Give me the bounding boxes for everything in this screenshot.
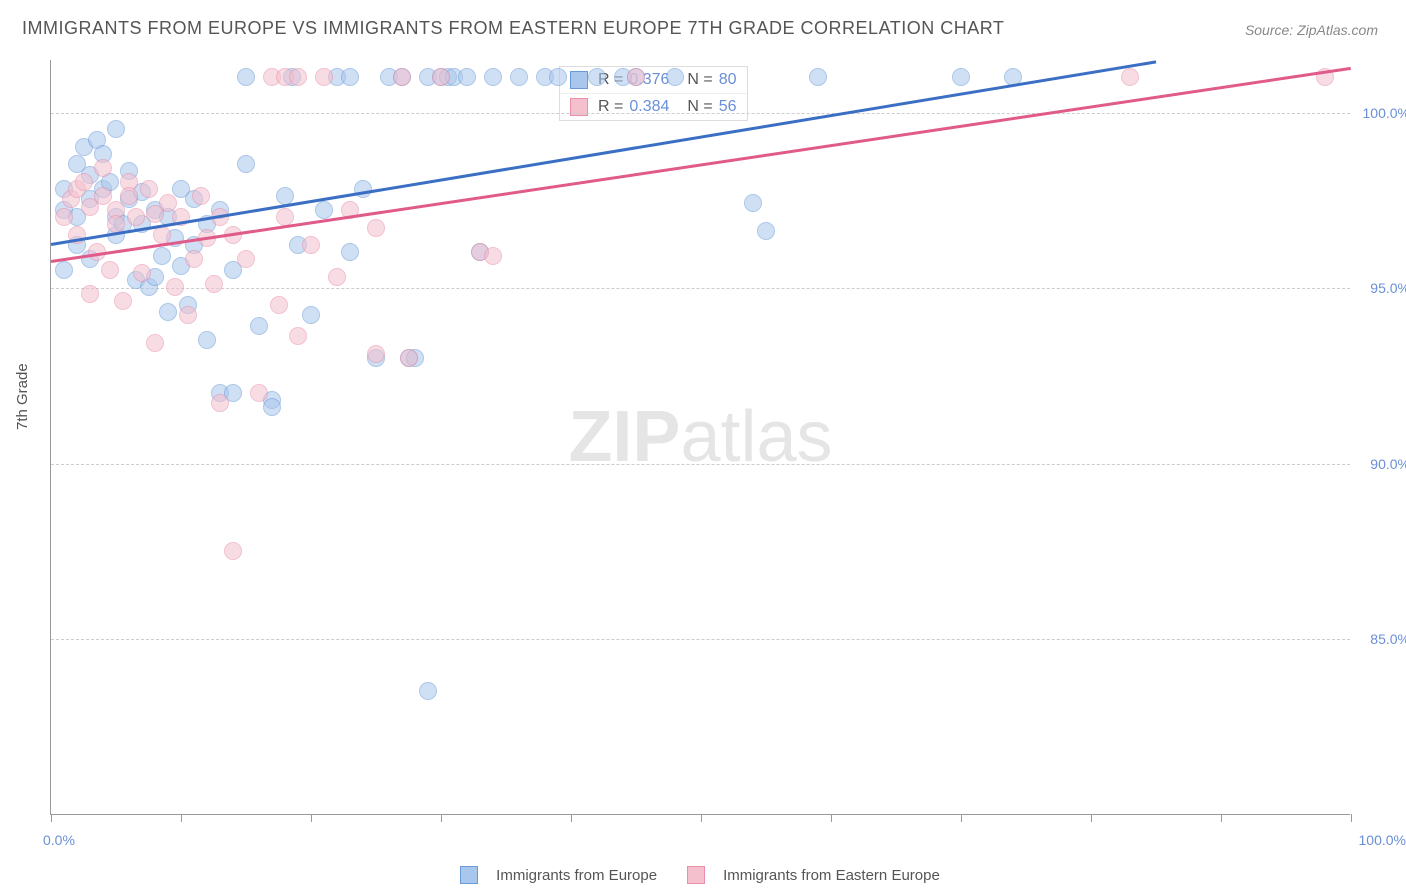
scatter-point bbox=[140, 180, 158, 198]
scatter-point bbox=[315, 68, 333, 86]
x-tick bbox=[1351, 814, 1352, 822]
scatter-point bbox=[367, 219, 385, 237]
scatter-point bbox=[302, 236, 320, 254]
scatter-point bbox=[367, 345, 385, 363]
scatter-point bbox=[146, 334, 164, 352]
stat-n-value: 80 bbox=[719, 71, 737, 89]
scatter-point bbox=[393, 68, 411, 86]
gridline bbox=[51, 639, 1350, 640]
x-tick bbox=[831, 814, 832, 822]
legend-label: Immigrants from Eastern Europe bbox=[723, 867, 940, 884]
scatter-point bbox=[666, 68, 684, 86]
gridline bbox=[51, 288, 1350, 289]
scatter-point bbox=[484, 247, 502, 265]
watermark-light: atlas bbox=[680, 397, 832, 477]
scatter-point bbox=[114, 292, 132, 310]
y-tick-label: 85.0% bbox=[1370, 631, 1406, 647]
scatter-point bbox=[809, 68, 827, 86]
y-tick-label: 90.0% bbox=[1370, 456, 1406, 472]
scatter-point bbox=[81, 285, 99, 303]
x-tick bbox=[701, 814, 702, 822]
scatter-point bbox=[205, 275, 223, 293]
x-tick bbox=[961, 814, 962, 822]
scatter-point bbox=[185, 250, 203, 268]
scatter-point bbox=[549, 68, 567, 86]
scatter-point bbox=[192, 187, 210, 205]
scatter-point bbox=[237, 68, 255, 86]
watermark: ZIPatlas bbox=[568, 396, 832, 478]
scatter-point bbox=[458, 68, 476, 86]
scatter-point bbox=[179, 306, 197, 324]
scatter-point bbox=[315, 201, 333, 219]
x-tick bbox=[441, 814, 442, 822]
legend-label: Immigrants from Europe bbox=[496, 867, 657, 884]
legend-swatch bbox=[460, 866, 478, 884]
scatter-point bbox=[400, 349, 418, 367]
watermark-bold: ZIP bbox=[568, 397, 680, 477]
legend-item: Immigrants from Europe bbox=[460, 866, 657, 884]
scatter-point bbox=[224, 542, 242, 560]
x-tick-label-right: 100.0% bbox=[1359, 832, 1406, 848]
scatter-point bbox=[237, 250, 255, 268]
legend-swatch bbox=[570, 71, 588, 89]
gridline bbox=[51, 113, 1350, 114]
scatter-point bbox=[289, 327, 307, 345]
scatter-point bbox=[952, 68, 970, 86]
scatter-point bbox=[198, 331, 216, 349]
chart-plot-area: ZIPatlas R =0.376N =80R =0.384N =56 85.0… bbox=[50, 60, 1350, 815]
y-tick-label: 95.0% bbox=[1370, 280, 1406, 296]
scatter-point bbox=[432, 68, 450, 86]
scatter-point bbox=[250, 384, 268, 402]
source-attribution: Source: ZipAtlas.com bbox=[1245, 22, 1378, 38]
scatter-point bbox=[341, 243, 359, 261]
scatter-point bbox=[588, 68, 606, 86]
scatter-point bbox=[627, 68, 645, 86]
scatter-point bbox=[55, 208, 73, 226]
scatter-point bbox=[289, 68, 307, 86]
x-tick bbox=[571, 814, 572, 822]
legend-swatch bbox=[687, 866, 705, 884]
scatter-point bbox=[302, 306, 320, 324]
scatter-point bbox=[94, 159, 112, 177]
scatter-point bbox=[127, 208, 145, 226]
scatter-point bbox=[328, 268, 346, 286]
x-tick bbox=[311, 814, 312, 822]
scatter-point bbox=[133, 264, 151, 282]
y-tick-label: 100.0% bbox=[1363, 105, 1406, 121]
scatter-point bbox=[237, 155, 255, 173]
scatter-point bbox=[166, 278, 184, 296]
scatter-point bbox=[153, 247, 171, 265]
chart-legend: Immigrants from Europe Immigrants from Ea… bbox=[50, 866, 1350, 884]
scatter-point bbox=[159, 303, 177, 321]
x-tick bbox=[181, 814, 182, 822]
scatter-point bbox=[510, 68, 528, 86]
scatter-point bbox=[101, 261, 119, 279]
scatter-point bbox=[263, 398, 281, 416]
scatter-point bbox=[250, 317, 268, 335]
scatter-point bbox=[484, 68, 502, 86]
scatter-point bbox=[757, 222, 775, 240]
scatter-point bbox=[120, 187, 138, 205]
y-axis-title: 7th Grade bbox=[14, 363, 31, 430]
scatter-point bbox=[341, 68, 359, 86]
x-tick bbox=[1091, 814, 1092, 822]
scatter-point bbox=[354, 180, 372, 198]
chart-title: IMMIGRANTS FROM EUROPE VS IMMIGRANTS FRO… bbox=[22, 18, 1004, 39]
scatter-point bbox=[107, 120, 125, 138]
scatter-point bbox=[211, 394, 229, 412]
scatter-point bbox=[75, 173, 93, 191]
x-tick bbox=[1221, 814, 1222, 822]
gridline bbox=[51, 464, 1350, 465]
scatter-point bbox=[744, 194, 762, 212]
x-tick bbox=[51, 814, 52, 822]
scatter-point bbox=[1121, 68, 1139, 86]
scatter-point bbox=[270, 296, 288, 314]
stats-row: R =0.384N =56 bbox=[560, 93, 747, 120]
x-tick-label-left: 0.0% bbox=[43, 832, 75, 848]
scatter-point bbox=[419, 682, 437, 700]
scatter-point bbox=[55, 261, 73, 279]
stat-n-label: N = bbox=[687, 71, 712, 89]
legend-item: Immigrants from Eastern Europe bbox=[687, 866, 940, 884]
